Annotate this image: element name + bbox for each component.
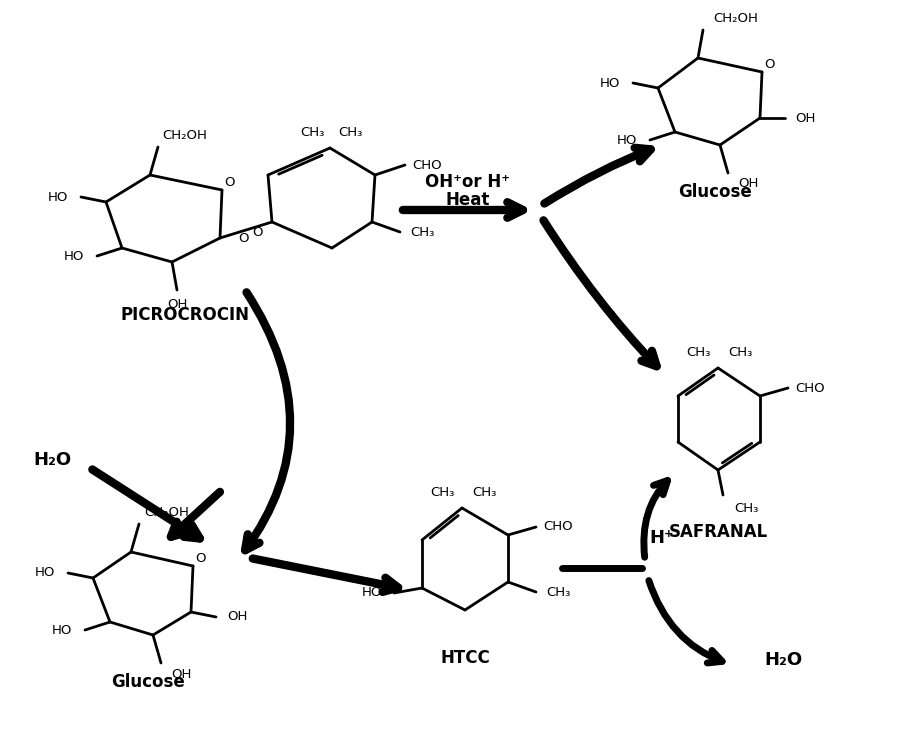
Text: CH₃: CH₃	[337, 125, 362, 139]
Text: HO: HO	[599, 77, 620, 89]
Text: CH₂OH: CH₂OH	[144, 506, 189, 519]
Text: CH₃: CH₃	[733, 502, 758, 514]
Text: OH: OH	[226, 610, 247, 624]
Text: CHO: CHO	[411, 159, 441, 171]
Text: HO: HO	[48, 190, 69, 204]
Text: Glucose: Glucose	[677, 183, 751, 201]
Text: HO: HO	[616, 134, 637, 147]
Text: O: O	[238, 232, 249, 244]
Text: CHO: CHO	[543, 520, 572, 534]
Text: OH: OH	[167, 297, 187, 311]
Text: O: O	[764, 58, 775, 71]
Text: HO: HO	[362, 587, 382, 599]
Text: CH₂OH: CH₂OH	[162, 128, 207, 142]
Text: O: O	[225, 176, 235, 188]
Text: HO: HO	[35, 567, 55, 579]
Text: SAFRANAL: SAFRANAL	[667, 523, 767, 541]
Text: HO: HO	[51, 624, 72, 636]
Text: Glucose: Glucose	[111, 673, 185, 691]
Text: CH₃: CH₃	[410, 226, 434, 238]
Text: H₂O: H₂O	[763, 651, 801, 669]
Text: CH₂OH: CH₂OH	[713, 12, 758, 24]
Text: CH₃: CH₃	[685, 345, 709, 359]
Text: HTCC: HTCC	[439, 649, 489, 667]
Text: OH: OH	[794, 111, 815, 125]
Text: HO: HO	[64, 249, 84, 263]
Text: PICROCROCIN: PICROCROCIN	[120, 306, 249, 324]
Text: CH₃: CH₃	[727, 345, 751, 359]
Text: H⁺: H⁺	[649, 529, 674, 547]
Text: CH₃: CH₃	[299, 125, 324, 139]
Text: CHO: CHO	[795, 382, 824, 395]
Text: CH₃: CH₃	[545, 585, 569, 599]
Text: H₂O: H₂O	[32, 451, 71, 469]
Text: OH: OH	[737, 176, 758, 190]
Text: CH₃: CH₃	[429, 486, 454, 498]
Text: CH₃: CH₃	[471, 486, 495, 498]
Text: OH⁺or H⁺: OH⁺or H⁺	[425, 173, 510, 191]
Text: O: O	[196, 551, 206, 565]
Text: OH: OH	[170, 669, 191, 681]
Text: O: O	[253, 226, 263, 238]
Text: Heat: Heat	[446, 191, 490, 209]
